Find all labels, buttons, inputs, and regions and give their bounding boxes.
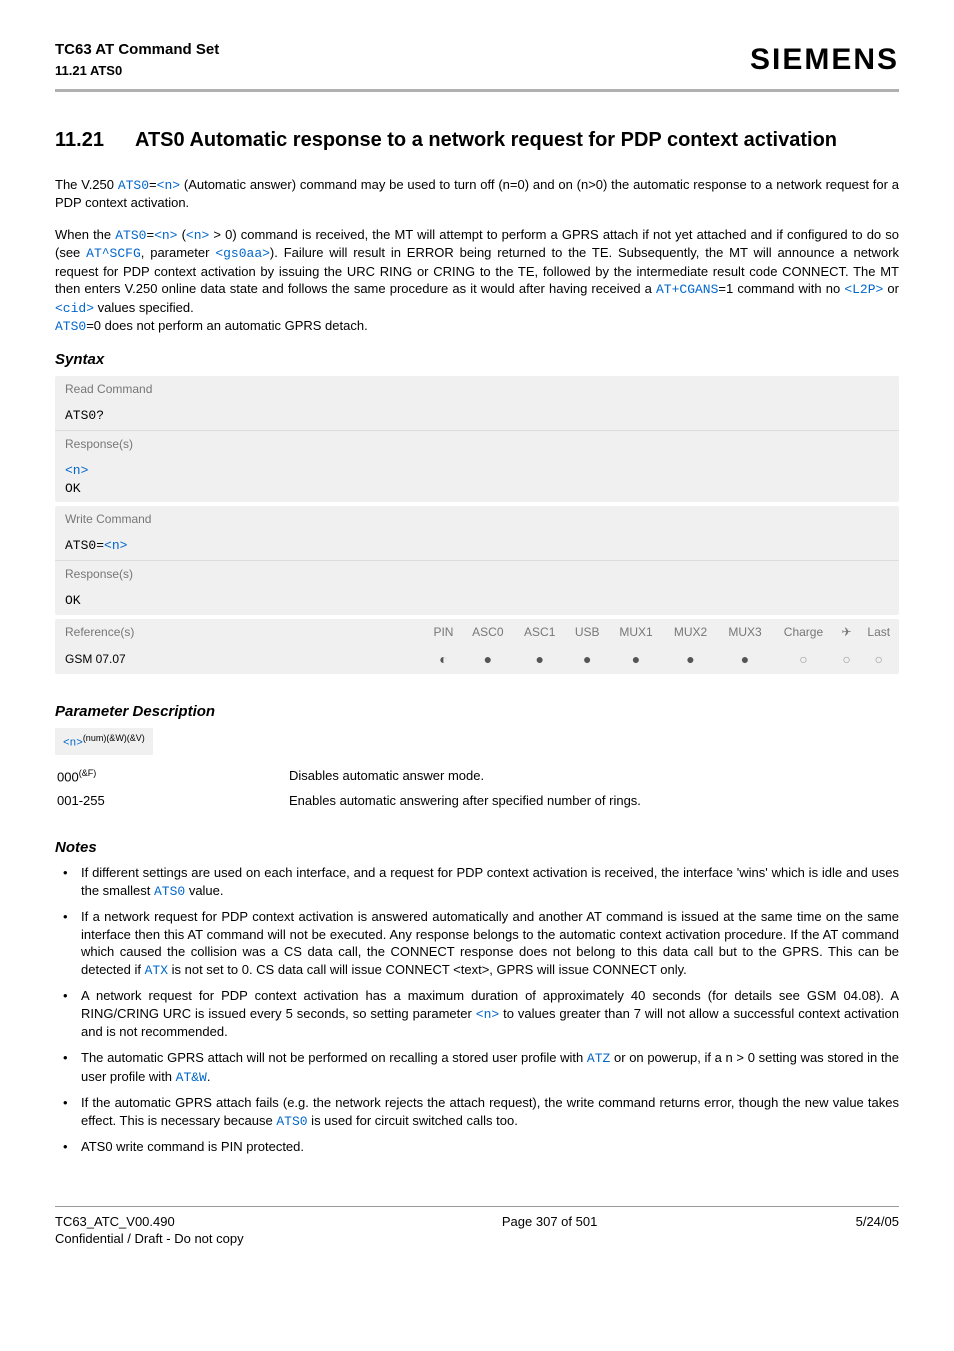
intro-paragraph-2: When the ATS0=<n> (<n> > 0) command is r… bbox=[55, 226, 899, 318]
param-desc: Enables automatic answering after specif… bbox=[289, 790, 897, 812]
param-key: 001-255 bbox=[57, 790, 287, 812]
dot-icon: ● bbox=[663, 645, 718, 674]
link-atw[interactable]: AT&W bbox=[176, 1070, 207, 1085]
link-ats0[interactable]: ATS0 bbox=[115, 228, 146, 243]
reference-table: Reference(s) PIN ASC0 ASC1 USB MUX1 MUX2… bbox=[55, 619, 899, 674]
list-item: If the automatic GPRS attach fails (e.g.… bbox=[55, 1094, 899, 1130]
link-ats0[interactable]: ATS0 bbox=[55, 319, 86, 334]
col-asc1: ASC1 bbox=[514, 619, 566, 645]
dot-icon: ○ bbox=[835, 645, 859, 674]
reference-value: GSM 07.07 bbox=[55, 645, 425, 674]
link-l2p[interactable]: <L2P> bbox=[844, 282, 883, 297]
response-label: Response(s) bbox=[55, 561, 899, 587]
header-rule bbox=[55, 89, 899, 92]
syntax-heading: Syntax bbox=[55, 350, 899, 370]
parameter-heading: Parameter Description bbox=[55, 702, 899, 722]
dot-icon: ● bbox=[566, 645, 609, 674]
link-n[interactable]: <n> bbox=[65, 463, 88, 478]
list-item: If a network request for PDP context act… bbox=[55, 908, 899, 979]
read-command-label: Read Command bbox=[55, 376, 899, 402]
link-n[interactable]: <n> bbox=[63, 738, 83, 750]
page-footer: TC63_ATC_V00.490 Confidential / Draft - … bbox=[55, 1206, 899, 1248]
list-item: A network request for PDP context activa… bbox=[55, 987, 899, 1041]
list-item: The automatic GPRS attach will not be pe… bbox=[55, 1049, 899, 1086]
link-ats0[interactable]: ATS0 bbox=[118, 178, 149, 193]
footer-center: Page 307 of 501 bbox=[502, 1213, 597, 1248]
footer-left: TC63_ATC_V00.490 Confidential / Draft - … bbox=[55, 1213, 244, 1248]
dot-icon: ○ bbox=[858, 645, 899, 674]
section-number: 11.21 bbox=[55, 128, 135, 152]
read-response: <n> OK bbox=[55, 457, 899, 502]
read-command: ATS0? bbox=[55, 402, 899, 430]
col-pin: PIN bbox=[425, 619, 462, 645]
parameter-table: 000(&F) Disables automatic answer mode. … bbox=[55, 763, 899, 813]
link-atscfg[interactable]: AT^SCFG bbox=[86, 246, 141, 261]
param-key: 000(&F) bbox=[57, 765, 287, 788]
intro-paragraph-1: The V.250 ATS0=<n> (Automatic answer) co… bbox=[55, 176, 899, 212]
link-n[interactable]: <n> bbox=[154, 228, 177, 243]
write-command: ATS0=<n> bbox=[55, 532, 899, 560]
link-cid[interactable]: <cid> bbox=[55, 301, 94, 316]
link-n[interactable]: <n> bbox=[476, 1007, 499, 1022]
col-usb: USB bbox=[566, 619, 609, 645]
link-n[interactable]: <n> bbox=[186, 228, 209, 243]
dot-icon: ● bbox=[514, 645, 566, 674]
col-mux1: MUX1 bbox=[609, 619, 664, 645]
response-label: Response(s) bbox=[55, 431, 899, 457]
siemens-logo: SIEMENS bbox=[750, 40, 899, 81]
header-left: TC63 AT Command Set 11.21 ATS0 bbox=[55, 40, 219, 80]
notes-list: If different settings are used on each i… bbox=[55, 864, 899, 1156]
link-atz[interactable]: ATZ bbox=[587, 1051, 610, 1066]
col-airplane: ✈ bbox=[835, 619, 859, 645]
link-n[interactable]: <n> bbox=[157, 178, 180, 193]
dot-icon: ◐ bbox=[425, 645, 462, 674]
write-command-label: Write Command bbox=[55, 506, 899, 532]
table-row: 000(&F) Disables automatic answer mode. bbox=[57, 765, 897, 788]
col-asc0: ASC0 bbox=[462, 619, 514, 645]
table-row: 001-255 Enables automatic answering afte… bbox=[57, 790, 897, 812]
write-response: OK bbox=[55, 587, 899, 615]
parameter-badge: <n>(num)(&W)(&V) bbox=[55, 728, 153, 756]
dot-icon: ● bbox=[462, 645, 514, 674]
link-atcgans[interactable]: AT+CGANS bbox=[656, 282, 718, 297]
syntax-box-write: Write Command ATS0=<n> Response(s) OK bbox=[55, 506, 899, 614]
link-gs0aa[interactable]: <gs0aa> bbox=[215, 246, 270, 261]
page-header: TC63 AT Command Set 11.21 ATS0 SIEMENS bbox=[55, 40, 899, 81]
syntax-box: Read Command ATS0? Response(s) <n> OK bbox=[55, 376, 899, 502]
list-item: If different settings are used on each i… bbox=[55, 864, 899, 900]
section-title-text: ATS0 Automatic response to a network req… bbox=[135, 128, 899, 152]
link-ats0[interactable]: ATS0 bbox=[154, 884, 185, 899]
section-heading: 11.21 ATS0 Automatic response to a netwo… bbox=[55, 128, 899, 152]
param-desc: Disables automatic answer mode. bbox=[289, 765, 897, 788]
notes-heading: Notes bbox=[55, 838, 899, 858]
dot-icon: ● bbox=[609, 645, 664, 674]
col-last: Last bbox=[858, 619, 899, 645]
col-charge: Charge bbox=[772, 619, 834, 645]
reference-box: Reference(s) PIN ASC0 ASC1 USB MUX1 MUX2… bbox=[55, 619, 899, 674]
link-ats0[interactable]: ATS0 bbox=[276, 1114, 307, 1129]
doc-title: TC63 AT Command Set bbox=[55, 40, 219, 60]
col-mux2: MUX2 bbox=[663, 619, 718, 645]
link-atx[interactable]: ATX bbox=[145, 963, 168, 978]
doc-subtitle: 11.21 ATS0 bbox=[55, 62, 219, 80]
link-n[interactable]: <n> bbox=[104, 538, 127, 553]
footer-right: 5/24/05 bbox=[856, 1213, 899, 1248]
dot-icon: ○ bbox=[772, 645, 834, 674]
col-mux3: MUX3 bbox=[718, 619, 773, 645]
intro-paragraph-3: ATS0=0 does not perform an automatic GPR… bbox=[55, 317, 899, 336]
list-item: ATS0 write command is PIN protected. bbox=[55, 1138, 899, 1156]
reference-label: Reference(s) bbox=[55, 619, 425, 645]
dot-icon: ● bbox=[718, 645, 773, 674]
